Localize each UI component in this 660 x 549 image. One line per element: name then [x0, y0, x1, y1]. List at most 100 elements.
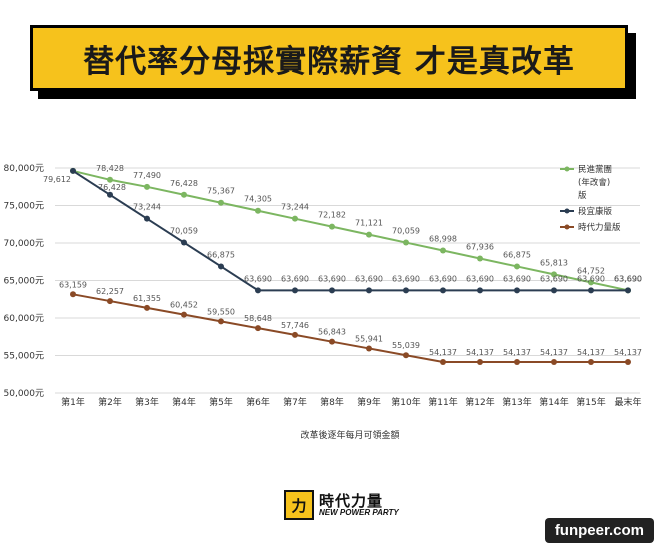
headline-text: 替代率分母採實際薪資 才是真改革: [83, 43, 575, 80]
pension-line-chart: 80,000元 75,000元 70,000元 65,000元 60,000元 55,00…: [4, 164, 643, 441]
data-label: 72,182: [318, 211, 346, 220]
data-label: 74,305: [244, 195, 272, 204]
series-point-2: [440, 358, 446, 365]
series-point-1: [181, 239, 187, 246]
data-label: 77,490: [133, 171, 161, 180]
data-label: 63,690: [577, 274, 605, 283]
series-point-2: [329, 338, 335, 345]
series-point-1: [403, 287, 409, 294]
x-tick-label: 第14年: [539, 396, 568, 408]
data-label: 63,690: [392, 274, 420, 283]
data-label: 79,612: [43, 175, 71, 184]
series-point-2: [625, 358, 631, 365]
data-label: 54,137: [614, 348, 642, 357]
data-label: 63,690: [466, 274, 494, 283]
data-label: 54,137: [466, 348, 494, 357]
x-tick-label: 第10年: [391, 396, 420, 408]
series-point-2: [477, 358, 483, 365]
series-point-0: [218, 199, 224, 206]
legend-label: (年改會): [578, 177, 610, 188]
data-label: 54,137: [577, 348, 605, 357]
series-point-2: [292, 331, 298, 338]
data-label: 63,690: [614, 274, 642, 283]
data-label: 63,690: [244, 274, 272, 283]
party-logo: 力 時代力量 NEW POWER PARTY: [284, 490, 399, 520]
data-label: 59,550: [207, 307, 235, 316]
x-tick-label: 第7年: [283, 396, 307, 408]
data-label: 63,690: [355, 274, 383, 283]
series-point-1: [144, 215, 150, 222]
x-tick-label: 第5年: [209, 396, 233, 408]
x-tick-label: 第3年: [135, 396, 159, 408]
series-point-0: [403, 239, 409, 246]
y-tick-label: 70,000元: [4, 239, 45, 249]
series-point-2: [218, 318, 224, 325]
series-point-0: [181, 191, 187, 198]
series-point-2: [588, 358, 594, 365]
y-tick-label: 50,000元: [4, 389, 45, 399]
series-point-0: [107, 176, 113, 183]
x-tick-label: 第15年: [576, 396, 605, 408]
data-label: 70,059: [170, 227, 198, 236]
data-label: 66,875: [503, 250, 531, 259]
series-point-1: [514, 287, 520, 294]
data-label: 76,428: [98, 183, 126, 192]
series-line-1: [72, 170, 628, 292]
series-line-2: [72, 293, 628, 363]
data-label: 76,428: [170, 179, 198, 188]
legend-label: 版: [578, 190, 587, 201]
series-point-0: [292, 215, 298, 222]
data-label: 63,690: [614, 274, 642, 283]
x-tick-label: 第8年: [320, 396, 344, 408]
legend-swatch-marker: [564, 166, 570, 172]
legend-label: 段宜康版: [578, 206, 613, 217]
series-point-0: [514, 263, 520, 270]
x-tick-label: 第4年: [172, 396, 196, 408]
data-label: 63,159: [59, 280, 87, 289]
series-point-1: [440, 287, 446, 294]
data-label: 58,648: [244, 314, 272, 323]
series-line-0: [72, 169, 629, 292]
data-label: 67,936: [466, 242, 494, 251]
x-axis-title: 改革後逐年每月可領金額: [300, 429, 399, 441]
series-point-2: [107, 298, 113, 305]
series-point-1: [477, 287, 483, 294]
y-tick-label: 75,000元: [4, 202, 45, 212]
series-point-2: [551, 358, 557, 365]
party-logo-text: 時代力量 NEW POWER PARTY: [319, 491, 399, 517]
series-point-2: [181, 311, 187, 318]
series-point-2: [366, 345, 372, 352]
legend-label: 時代力量版: [578, 222, 621, 233]
data-label: 75,367: [207, 187, 235, 196]
data-label: 65,813: [540, 258, 568, 267]
site-watermark: funpeer.com: [544, 518, 654, 543]
data-label: 78,428: [96, 164, 124, 173]
data-label: 56,843: [318, 328, 346, 337]
x-tick-label: 最末年: [614, 396, 641, 408]
series-point-0: [255, 207, 261, 214]
data-label: 63,690: [503, 274, 531, 283]
series-point-2: [514, 358, 520, 365]
data-label: 57,746: [281, 321, 309, 330]
data-label: 62,257: [96, 287, 124, 296]
data-label: 63,690: [540, 274, 568, 283]
data-label: 68,998: [429, 235, 457, 244]
party-name-zh: 時代力量: [319, 491, 384, 510]
data-label: 63,690: [281, 274, 309, 283]
series-point-1: [107, 191, 113, 198]
x-tick-label: 第6年: [246, 396, 270, 408]
series-point-1: [292, 287, 298, 294]
series-point-2: [144, 304, 150, 311]
x-tick-label: 第11年: [428, 396, 457, 408]
data-label: 63,690: [318, 274, 346, 283]
x-tick-label: 第12年: [465, 396, 494, 408]
party-logo-icon: 力: [284, 490, 314, 520]
series-point-2: [70, 291, 76, 298]
series-point-2: [255, 325, 261, 332]
party-name-en: NEW POWER PARTY: [319, 507, 399, 517]
data-label: 61,355: [133, 294, 161, 303]
data-label: 54,137: [540, 348, 568, 357]
series-point-1: [218, 263, 224, 270]
y-tick-label: 80,000元: [4, 164, 45, 174]
x-tick-label: 第13年: [502, 396, 531, 408]
